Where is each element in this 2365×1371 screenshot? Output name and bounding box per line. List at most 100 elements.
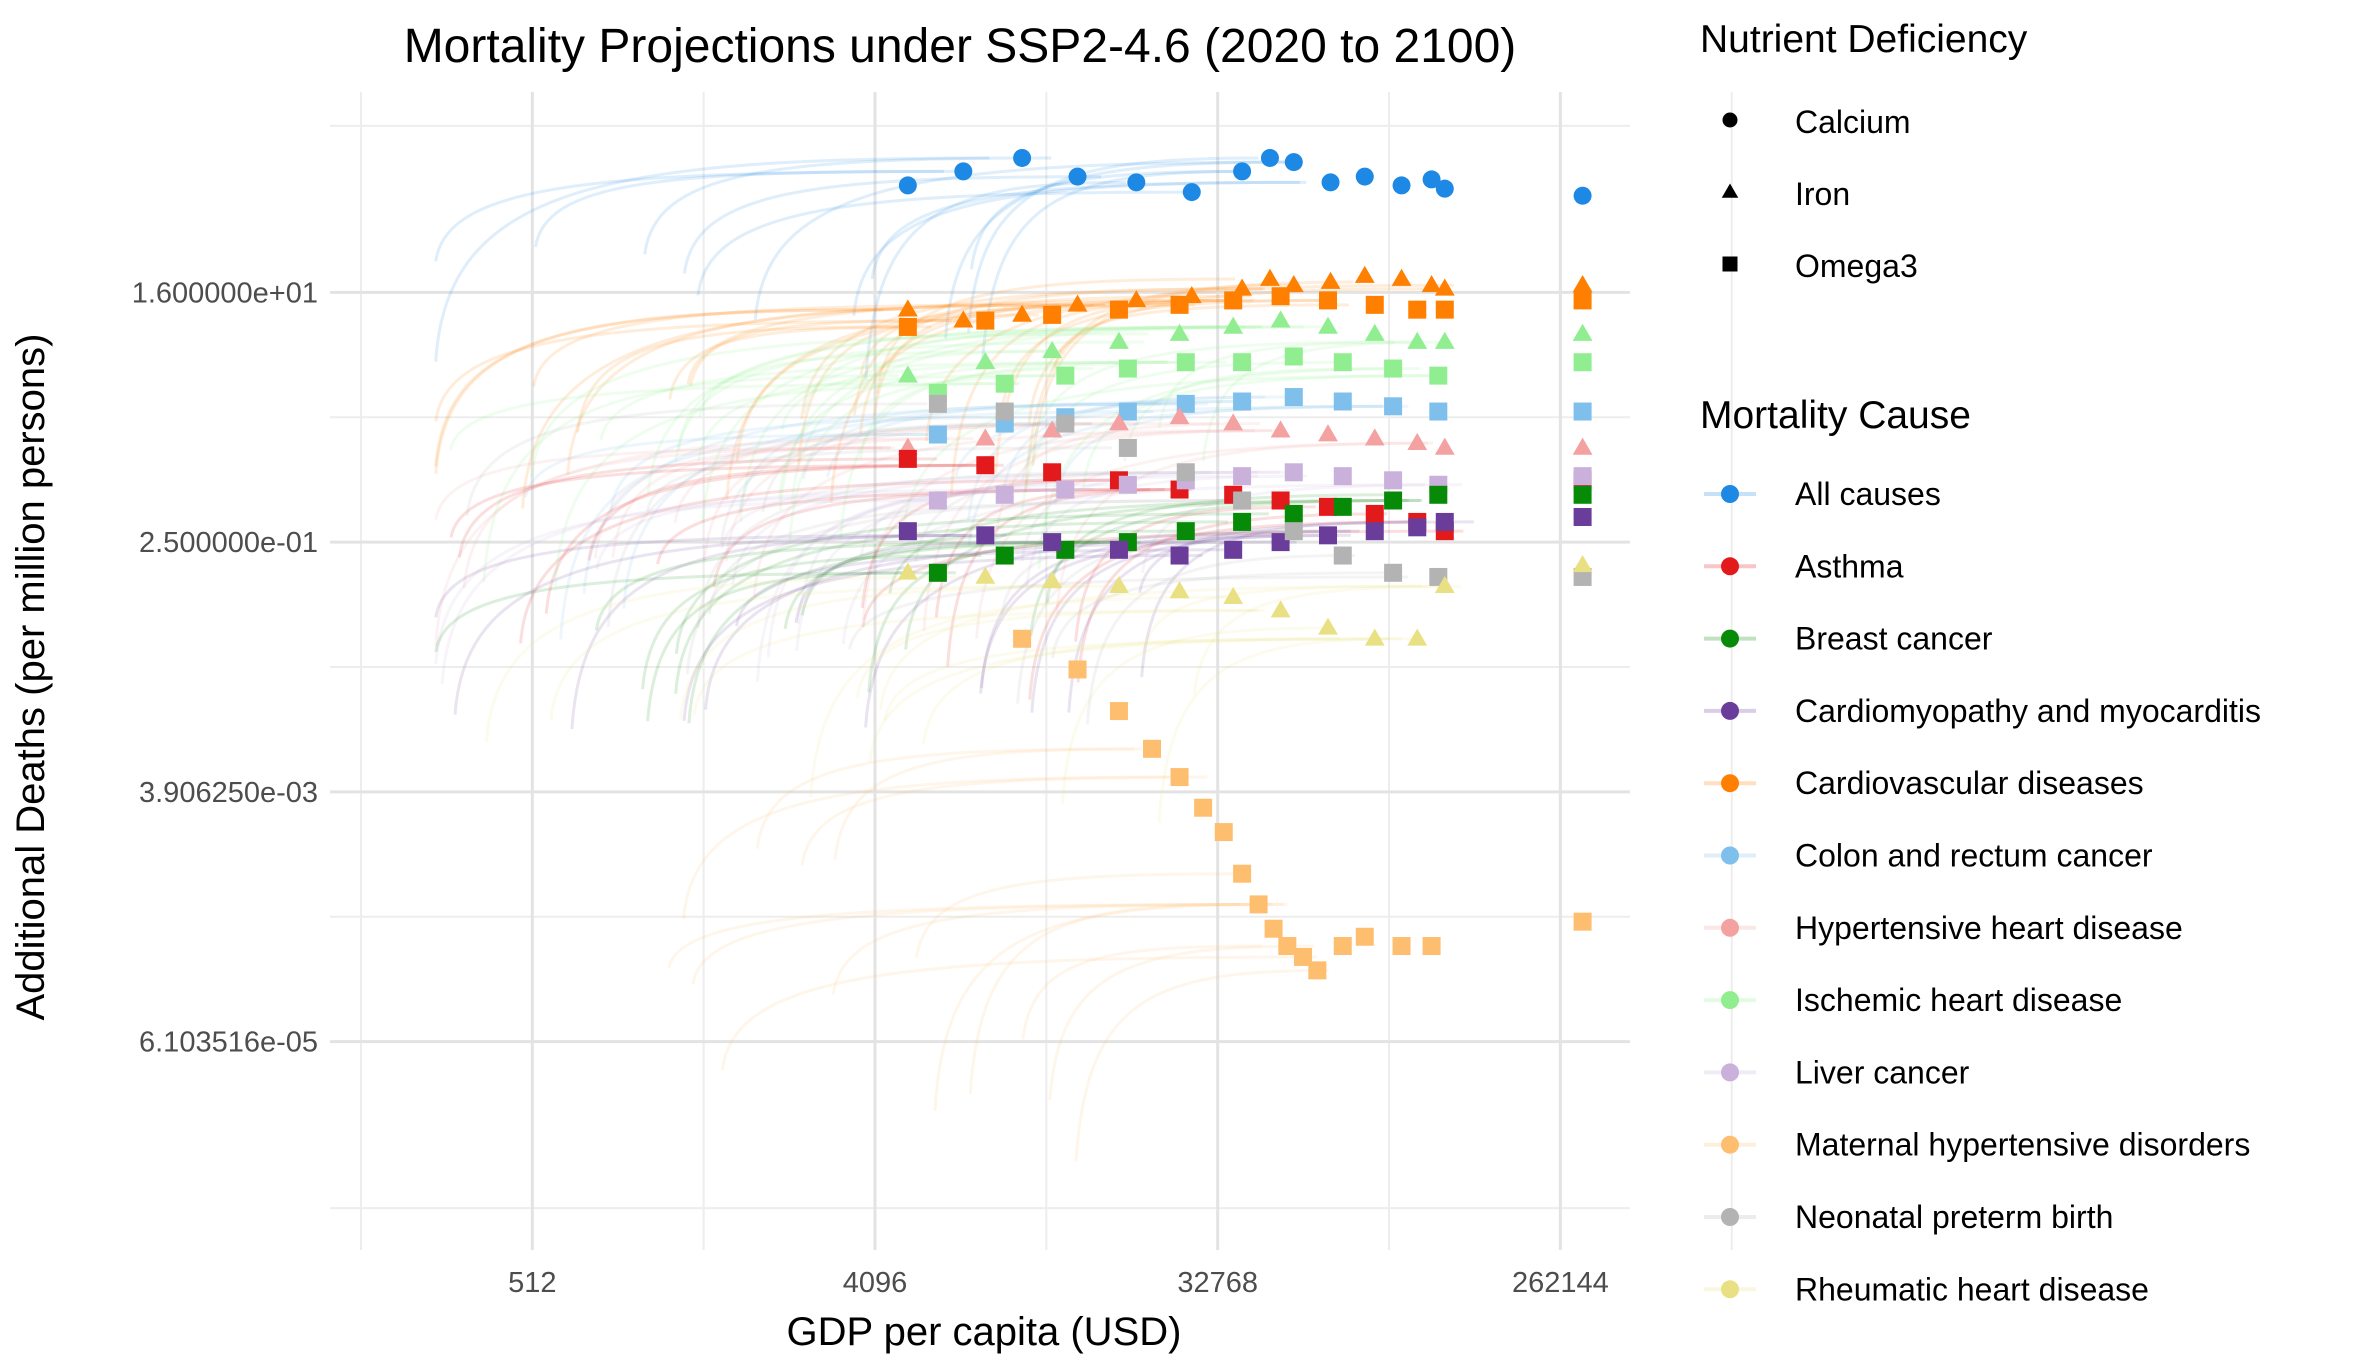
legend-label: All causes (1795, 476, 1941, 512)
data-point (898, 176, 917, 195)
data-point (1355, 927, 1374, 946)
trajectory-line (1030, 533, 1338, 713)
trajectory-line (980, 533, 1292, 689)
trajectory-line (738, 402, 1162, 512)
legend-key-dot (1721, 1063, 1739, 1082)
data-point (1260, 148, 1279, 167)
data-point (1043, 533, 1062, 552)
data-point (1284, 347, 1303, 366)
end-point (1573, 402, 1592, 421)
legend-label: Liver cancer (1795, 1054, 1970, 1090)
legend: Nutrient Deficiency Calcium Iron Omega3 Mort… (1700, 18, 2261, 1307)
trajectory-line (643, 156, 1052, 255)
end-point (1573, 291, 1592, 310)
trajectory-line (482, 374, 899, 583)
data-point (1284, 522, 1303, 541)
trajectory-line (686, 298, 1254, 385)
trajectory-line (702, 437, 974, 562)
data-point (1321, 173, 1340, 192)
trajectory-line (859, 294, 1251, 375)
trajectory-line (981, 169, 1243, 362)
trajectory-line (731, 470, 1280, 585)
data-point (1109, 300, 1128, 319)
trajectory-line (949, 298, 1228, 494)
trajectory-line (679, 584, 1127, 720)
trajectory-lines (434, 156, 1474, 1162)
data-point (1284, 463, 1303, 482)
trajectory-line (576, 325, 899, 433)
trajectory-line (801, 402, 1209, 480)
data-point (1170, 768, 1189, 787)
trajectory-line (696, 190, 1196, 296)
legend-label: Neonatal preterm birth (1795, 1199, 2113, 1235)
trajectory-line (1074, 505, 1316, 642)
trajectory-line (1045, 493, 1402, 604)
data-point (1118, 475, 1137, 494)
data-point (1333, 937, 1352, 956)
trajectory-line (1055, 441, 1429, 614)
trajectory-line (1192, 584, 1461, 696)
trajectory-line (852, 180, 1307, 316)
trajectory-line (707, 499, 1244, 615)
end-point (1573, 912, 1592, 931)
data-point (1264, 919, 1283, 938)
trajectory-line (1000, 529, 1317, 616)
trajectory-line (875, 277, 1236, 394)
data-point (976, 311, 995, 330)
data-point (1384, 471, 1403, 490)
data-point (953, 310, 974, 328)
trajectory-line (1027, 287, 1433, 424)
data-point (1176, 394, 1195, 413)
trajectory-line (674, 340, 1144, 463)
trajectory-line (719, 422, 1093, 545)
data-point (1260, 268, 1280, 286)
data-point (898, 522, 917, 541)
data-point (995, 485, 1014, 504)
trajectory-line (859, 488, 1096, 556)
trajectory-line (966, 399, 1247, 521)
data-point (1318, 497, 1337, 516)
end-point (1572, 437, 1593, 455)
color-legend-title: Mortality Cause (1700, 394, 1971, 437)
trajectory-line (870, 180, 1300, 280)
data-point (1056, 414, 1075, 433)
trajectory-line (967, 404, 1409, 546)
data-point (1176, 353, 1195, 372)
data-point (1169, 323, 1190, 341)
trajectory-line (1122, 367, 1388, 462)
legend-label: Omega3 (1795, 248, 1918, 284)
trajectory-line (1053, 404, 1383, 505)
data-point (1169, 406, 1190, 425)
data-point (1170, 546, 1189, 565)
data-point (1233, 392, 1252, 411)
x-axis-title: GDP per capita (USD) (787, 1310, 1182, 1354)
trajectory-line (1085, 554, 1355, 725)
data-point (1365, 522, 1384, 541)
data-point (1284, 388, 1303, 407)
data-point (1318, 617, 1338, 635)
trajectory-line (534, 169, 945, 248)
data-point (995, 402, 1014, 421)
trajectory-line (434, 446, 895, 520)
trajectory-line (841, 483, 1425, 645)
data-point (1176, 522, 1195, 541)
legend-key-square (1722, 256, 1738, 272)
trajectory-line (519, 478, 1112, 644)
data-point (1042, 420, 1063, 438)
trajectory-line (900, 374, 1447, 542)
trajectory-line (566, 303, 1071, 475)
grid (330, 92, 1733, 1250)
data-point (975, 428, 996, 446)
x-tick-label: 512 (508, 1267, 556, 1299)
trajectory-line (809, 595, 1228, 798)
trajectory-line (800, 529, 1182, 616)
data-point (976, 526, 995, 545)
data-point (928, 563, 947, 582)
trajectory-line (861, 429, 1277, 620)
data-point (1435, 512, 1454, 531)
trajectory-line (606, 422, 1092, 628)
shape-legend-title: Nutrient Deficiency (1700, 18, 2028, 61)
trajectory-line (752, 429, 1256, 597)
data-point (1109, 575, 1129, 594)
legend-label: Ischemic heart disease (1795, 982, 2122, 1018)
